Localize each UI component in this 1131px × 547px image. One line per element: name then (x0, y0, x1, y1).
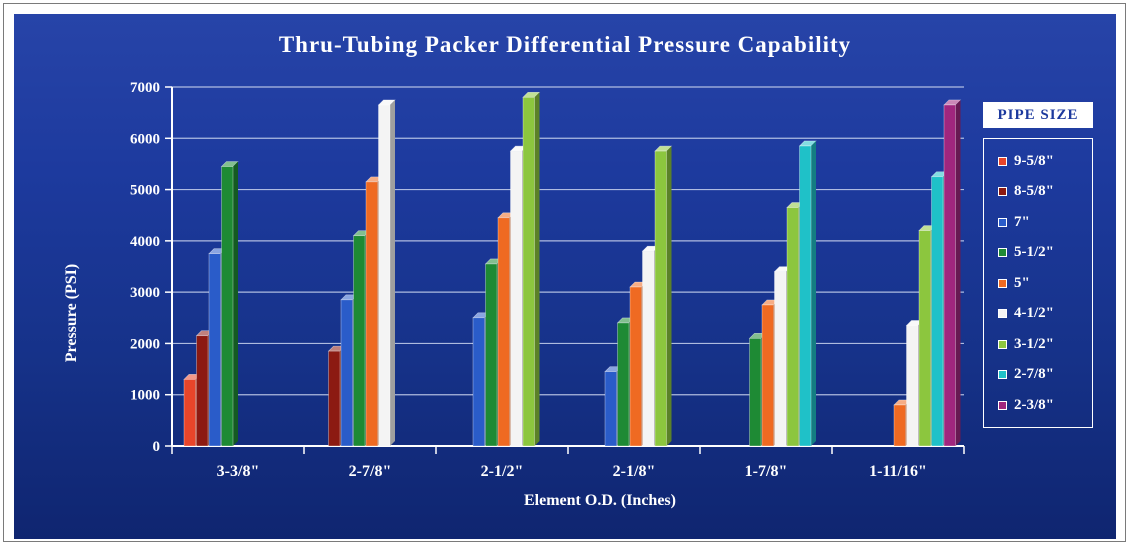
legend-swatch (998, 156, 1007, 166)
bar-side (811, 140, 816, 446)
bar-front (485, 263, 498, 447)
bar-front (799, 145, 812, 447)
bar-front (378, 104, 391, 447)
bar-side (390, 99, 395, 446)
legend-swatch (998, 309, 1007, 318)
legend-label: 9-5/8" (1014, 152, 1054, 169)
bar (377, 99, 396, 447)
bar-front (774, 271, 787, 447)
bar-front (196, 335, 209, 447)
bar-side (666, 146, 672, 446)
x-tick-label: 2-1/8" (613, 463, 656, 480)
y-tick-label: 4000 (130, 234, 160, 250)
bar-front (918, 230, 931, 447)
bar-front (472, 317, 485, 447)
legend-swatch (998, 400, 1007, 410)
legend-swatch (998, 248, 1007, 257)
x-tick-label: 1-11/16" (869, 463, 927, 480)
y-tick-label: 1000 (130, 388, 160, 404)
x-tick-label: 2-7/8" (349, 463, 392, 480)
bar-front (365, 181, 378, 447)
bar-front (893, 404, 906, 447)
bar-front (604, 371, 617, 447)
bar (943, 99, 962, 447)
bar-front (931, 176, 944, 447)
bar (220, 161, 239, 447)
bar-front (617, 322, 630, 447)
bar-front (497, 217, 510, 447)
legend-label: 3-1/2" (1014, 335, 1054, 352)
x-axis-label: Element O.D. (Inches) (524, 492, 676, 509)
bar-front (221, 166, 234, 447)
y-tick-label: 0 (153, 439, 161, 455)
bar-front (328, 350, 341, 447)
legend-swatch (998, 217, 1007, 227)
bar-front (943, 104, 956, 447)
legend-label: 7" (1014, 213, 1030, 230)
legend-item: 7" (998, 212, 1030, 232)
y-axis-label: Pressure (PSI) (63, 263, 80, 363)
bar-side (955, 99, 961, 446)
bar-front (522, 96, 535, 447)
legend-item: 3-1/2" (998, 334, 1054, 354)
bar-side (233, 161, 238, 446)
bar-front (340, 299, 353, 447)
bar (654, 145, 673, 447)
legend-item: 4-1/2" (998, 304, 1054, 324)
x-tick-label: 3-3/8" (217, 463, 260, 480)
bar (522, 91, 541, 447)
legend: 9-5/8" 8-5/8" 7" 5-1/2" 5" 4-1/2" 3-1/2" 2-7/8"… (983, 138, 1093, 428)
legend-label: 2-7/8" (1014, 366, 1054, 382)
y-tick-label: 7000 (130, 80, 160, 96)
y-tick-label: 3000 (130, 285, 160, 301)
legend-item: 5-1/2" (998, 243, 1054, 263)
legend-item: 5" (998, 273, 1030, 293)
bar-side (534, 92, 540, 446)
bar-front (749, 337, 762, 447)
chart-title: Thru-Tubing Packer Differential Pressure… (278, 32, 852, 57)
bar-front (786, 207, 799, 447)
legend-swatch (998, 339, 1007, 349)
legend-label: 8-5/8" (1014, 183, 1054, 199)
legend-item: 2-3/8" (998, 395, 1054, 415)
chart-plot: 0 1000 2000 3000 4000 5000 6000 7000 3-3/8" 2-7/8… (130, 80, 965, 480)
legend-label: 5" (1014, 274, 1030, 291)
y-tick-label: 2000 (130, 336, 160, 352)
bar-front (761, 304, 774, 447)
legend-item: 2-7/8" (998, 365, 1054, 385)
chart-frame (3, 3, 1126, 542)
legend-label: 2-3/8" (1014, 396, 1054, 413)
bar-front (906, 325, 919, 447)
legend-swatch (998, 278, 1007, 288)
legend-item: 9-5/8" (998, 151, 1054, 171)
bar-front (629, 286, 642, 447)
legend-item: 8-5/8" (998, 182, 1054, 202)
legend-swatch (998, 187, 1007, 196)
legend-swatch (998, 370, 1007, 379)
legend-label: 5-1/2" (1014, 244, 1054, 260)
legend-title: PIPE SIZE (983, 102, 1093, 128)
x-tick-label: 1-7/8" (745, 463, 788, 480)
chart-panel: 0 1000 2000 3000 4000 5000 6000 7000 3-3/8" 2-7/8… (14, 14, 1116, 539)
bar-front (183, 379, 196, 447)
bar-front (510, 150, 523, 447)
legend-label: 4-1/2" (1014, 305, 1054, 321)
bar-front (654, 150, 667, 447)
x-tick-label: 2-1/2" (481, 463, 524, 480)
bar-front (353, 235, 366, 447)
bar-front (642, 250, 655, 447)
bar-front (208, 253, 221, 447)
y-tick-label: 6000 (130, 131, 160, 147)
bar (798, 140, 817, 447)
y-tick-label: 5000 (130, 183, 160, 199)
